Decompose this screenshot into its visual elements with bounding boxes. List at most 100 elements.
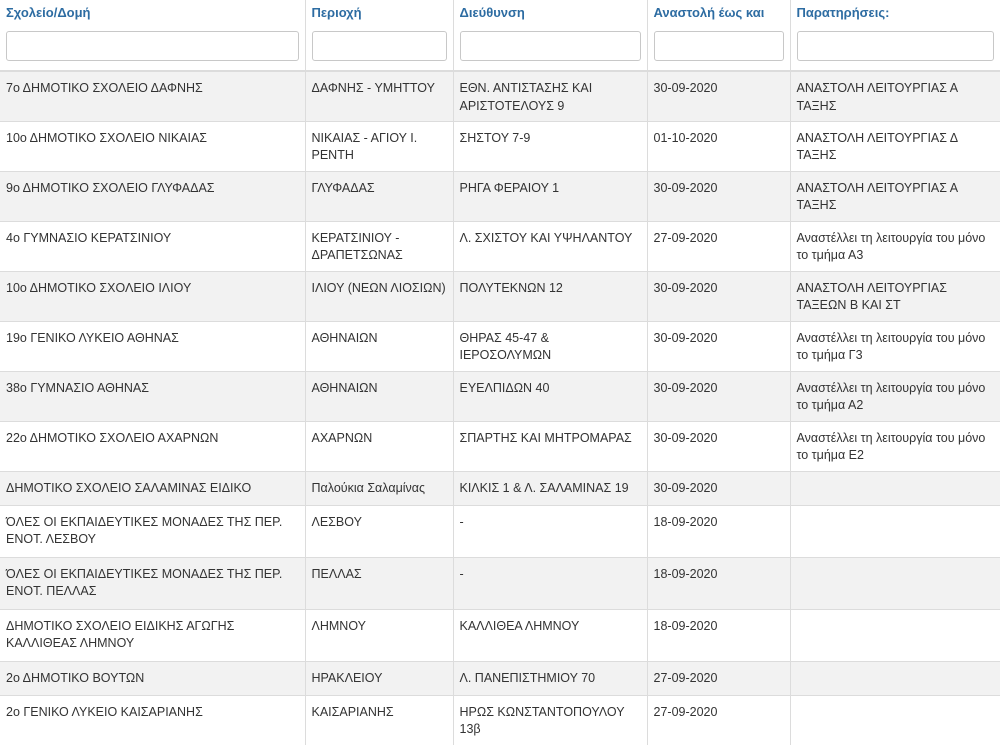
cell-notes: ΑΝΑΣΤΟΛΗ ΛΕΙΤΟΥΡΓΙΑΣ Δ ΤΑΞΗΣ	[789, 120, 1000, 171]
cell-suspended-until: 01-10-2020	[646, 120, 790, 171]
table-row: 2ο ΓΕΝΙΚΟ ΛΥΚΕΙΟ ΚΑΙΣΑΡΙΑΝΗΣ ΚΑΙΣΑΡΙΑΝΗΣ…	[0, 694, 1000, 745]
column-header-notes[interactable]: Παρατηρήσεις:	[789, 0, 1000, 24]
filter-input-suspended-until[interactable]	[653, 31, 784, 61]
cell-address: Λ. ΣΧΙΣΤΟΥ ΚΑΙ ΥΨΗΛΑΝΤΟΥ	[452, 220, 647, 271]
cell-school: 22ο ΔΗΜΟΤΙΚΟ ΣΧΟΛΕΙΟ ΑΧΑΡΝΩΝ	[0, 420, 305, 471]
cell-address: ΣΠΑΡΤΗΣ ΚΑΙ ΜΗΤΡΟΜΑΡΑΣ	[452, 420, 647, 471]
filter-cell-area	[304, 24, 453, 72]
cell-notes: Αναστέλλει τη λειτουργία του μόνο το τμή…	[789, 220, 1000, 271]
cell-area: ΑΘΗΝΑΙΩΝ	[304, 370, 453, 421]
cell-notes	[789, 608, 1000, 661]
table-row: 10ο ΔΗΜΟΤΙΚΟ ΣΧΟΛΕΙΟ ΙΛΙΟΥ ΙΛΙΟΥ (ΝΕΩΝ Λ…	[0, 270, 1000, 321]
filter-input-address[interactable]	[459, 31, 641, 61]
cell-suspended-until: 30-09-2020	[646, 320, 790, 371]
cell-school: ΔΗΜΟΤΙΚΟ ΣΧΟΛΕΙΟ ΣΑΛΑΜΙΝΑΣ ΕΙΔΙΚΟ	[0, 470, 305, 505]
cell-notes: Αναστέλλει τη λειτουργία του μόνο το τμή…	[789, 420, 1000, 471]
table-row: 19ο ΓΕΝΙΚΟ ΛΥΚΕΙΟ ΑΘΗΝΑΣ ΑΘΗΝΑΙΩΝ ΘΗΡΑΣ …	[0, 320, 1000, 371]
cell-notes	[789, 470, 1000, 505]
cell-address: Λ. ΠΑΝΕΠΙΣΤΗΜΙΟΥ 70	[452, 660, 647, 695]
cell-suspended-until: 27-09-2020	[646, 660, 790, 695]
cell-school: 19ο ΓΕΝΙΚΟ ΛΥΚΕΙΟ ΑΘΗΝΑΣ	[0, 320, 305, 371]
cell-school: 2ο ΔΗΜΟΤΙΚΟ ΒΟΥΤΩΝ	[0, 660, 305, 695]
table-row: 4ο ΓΥΜΝΑΣΙΟ ΚΕΡΑΤΣΙΝΙΟΥ ΚΕΡΑΤΣΙΝΙΟΥ - ΔΡ…	[0, 220, 1000, 271]
cell-suspended-until: 27-09-2020	[646, 220, 790, 271]
cell-notes: Αναστέλλει τη λειτουργία του μόνο το τμή…	[789, 370, 1000, 421]
filter-cell-address	[452, 24, 647, 72]
cell-notes: ΑΝΑΣΤΟΛΗ ΛΕΙΤΟΥΡΓΙΑΣ Α ΤΑΞΗΣ	[789, 70, 1000, 121]
cell-suspended-until: 30-09-2020	[646, 70, 790, 121]
column-header-school[interactable]: Σχολείο/Δομή	[0, 0, 305, 24]
cell-school: ΌΛΕΣ ΟΙ ΕΚΠΑΙΔΕΥΤΙΚΕΣ ΜΟΝΑΔΕΣ ΤΗΣ ΠΕΡ. Ε…	[0, 504, 305, 557]
cell-address: ΡΗΓΑ ΦΕΡΑΙΟΥ 1	[452, 170, 647, 221]
column-header-area[interactable]: Περιοχή	[304, 0, 453, 24]
filter-input-notes[interactable]	[796, 31, 994, 61]
cell-suspended-until: 18-09-2020	[646, 556, 790, 609]
filter-cell-suspended-until	[646, 24, 790, 72]
cell-area: ΗΡΑΚΛΕΙΟΥ	[304, 660, 453, 695]
table-row: 22ο ΔΗΜΟΤΙΚΟ ΣΧΟΛΕΙΟ ΑΧΑΡΝΩΝ ΑΧΑΡΝΩΝ ΣΠΑ…	[0, 420, 1000, 471]
cell-notes	[789, 694, 1000, 745]
cell-address: -	[452, 556, 647, 609]
table-row: 38ο ΓΥΜΝΑΣΙΟ ΑΘΗΝΑΣ ΑΘΗΝΑΙΩΝ ΕΥΕΛΠΙΔΩΝ 4…	[0, 370, 1000, 421]
cell-school: 10ο ΔΗΜΟΤΙΚΟ ΣΧΟΛΕΙΟ ΙΛΙΟΥ	[0, 270, 305, 321]
filter-row	[0, 24, 1000, 72]
cell-area: ΓΛΥΦΑΔΑΣ	[304, 170, 453, 221]
cell-address: ΚΙΛΚΙΣ 1 & Λ. ΣΑΛΑΜΙΝΑΣ 19	[452, 470, 647, 505]
cell-area: ΚΕΡΑΤΣΙΝΙΟΥ - ΔΡΑΠΕΤΣΩΝΑΣ	[304, 220, 453, 271]
cell-area: ΙΛΙΟΥ (ΝΕΩΝ ΛΙΟΣΙΩΝ)	[304, 270, 453, 321]
cell-notes: ΑΝΑΣΤΟΛΗ ΛΕΙΤΟΥΡΓΙΑΣ Α ΤΑΞΗΣ	[789, 170, 1000, 221]
cell-area: ΚΑΙΣΑΡΙΑΝΗΣ	[304, 694, 453, 745]
cell-area: ΔΑΦΝΗΣ - ΥΜΗΤΤΟΥ	[304, 70, 453, 121]
cell-notes	[789, 556, 1000, 609]
cell-school: 4ο ΓΥΜΝΑΣΙΟ ΚΕΡΑΤΣΙΝΙΟΥ	[0, 220, 305, 271]
cell-address: ΕΥΕΛΠΙΔΩΝ 40	[452, 370, 647, 421]
table-row: ΔΗΜΟΤΙΚΟ ΣΧΟΛΕΙΟ ΣΑΛΑΜΙΝΑΣ ΕΙΔΙΚΟ Παλούκ…	[0, 470, 1000, 505]
cell-area: ΠΕΛΛΑΣ	[304, 556, 453, 609]
cell-address: ΚΑΛΛΙΘΕΑ ΛΗΜΝΟΥ	[452, 608, 647, 661]
cell-school: 10ο ΔΗΜΟΤΙΚΟ ΣΧΟΛΕΙΟ ΝΙΚΑΙΑΣ	[0, 120, 305, 171]
cell-address: ΣΗΣΤΟΥ 7-9	[452, 120, 647, 171]
cell-notes	[789, 660, 1000, 695]
cell-address: ΗΡΩΣ ΚΩΝΣΤΑΝΤΟΠΟΥΛΟΥ 13β	[452, 694, 647, 745]
filter-cell-notes	[789, 24, 1000, 72]
cell-address: ΠΟΛΥΤΕΚΝΩΝ 12	[452, 270, 647, 321]
table-row: 9ο ΔΗΜΟΤΙΚΟ ΣΧΟΛΕΙΟ ΓΛΥΦΑΔΑΣ ΓΛΥΦΑΔΑΣ ΡΗ…	[0, 170, 1000, 221]
cell-suspended-until: 30-09-2020	[646, 470, 790, 505]
table-row: 2ο ΔΗΜΟΤΙΚΟ ΒΟΥΤΩΝ ΗΡΑΚΛΕΙΟΥ Λ. ΠΑΝΕΠΙΣΤ…	[0, 660, 1000, 695]
cell-school: ΌΛΕΣ ΟΙ ΕΚΠΑΙΔΕΥΤΙΚΕΣ ΜΟΝΑΔΕΣ ΤΗΣ ΠΕΡ. Ε…	[0, 556, 305, 609]
cell-school: 38ο ΓΥΜΝΑΣΙΟ ΑΘΗΝΑΣ	[0, 370, 305, 421]
cell-notes: ΑΝΑΣΤΟΛΗ ΛΕΙΤΟΥΡΓΙΑΣ ΤΑΞΕΩΝ Β ΚΑΙ ΣΤ	[789, 270, 1000, 321]
cell-school: 9ο ΔΗΜΟΤΙΚΟ ΣΧΟΛΕΙΟ ΓΛΥΦΑΔΑΣ	[0, 170, 305, 221]
header-row: Σχολείο/Δομή Περιοχή Διεύθυνση Αναστολή …	[0, 0, 1000, 24]
cell-notes	[789, 504, 1000, 557]
cell-area: ΑΘΗΝΑΙΩΝ	[304, 320, 453, 371]
cell-suspended-until: 30-09-2020	[646, 420, 790, 471]
column-header-address[interactable]: Διεύθυνση	[452, 0, 647, 24]
cell-address: ΘΗΡΑΣ 45-47 & ΙΕΡΟΣΟΛΥΜΩΝ	[452, 320, 647, 371]
cell-area: Παλούκια Σαλαμίνας	[304, 470, 453, 505]
cell-school: ΔΗΜΟΤΙΚΟ ΣΧΟΛΕΙΟ ΕΙΔΙΚΗΣ ΑΓΩΓΗΣ ΚΑΛΛΙΘΕΑ…	[0, 608, 305, 661]
cell-address: ΕΘΝ. ΑΝΤΙΣΤΑΣΗΣ ΚΑΙ ΑΡΙΣΤΟΤΕΛΟΥΣ 9	[452, 70, 647, 121]
table-row: 10ο ΔΗΜΟΤΙΚΟ ΣΧΟΛΕΙΟ ΝΙΚΑΙΑΣ ΝΙΚΑΙΑΣ - Α…	[0, 120, 1000, 171]
cell-notes: Αναστέλλει τη λειτουργία του μόνο το τμή…	[789, 320, 1000, 371]
table-row: ΌΛΕΣ ΟΙ ΕΚΠΑΙΔΕΥΤΙΚΕΣ ΜΟΝΑΔΕΣ ΤΗΣ ΠΕΡ. Ε…	[0, 504, 1000, 557]
cell-suspended-until: 30-09-2020	[646, 370, 790, 421]
cell-address: -	[452, 504, 647, 557]
cell-area: ΛΗΜΝΟΥ	[304, 608, 453, 661]
filter-input-school[interactable]	[6, 31, 299, 61]
cell-area: ΑΧΑΡΝΩΝ	[304, 420, 453, 471]
cell-suspended-until: 27-09-2020	[646, 694, 790, 745]
cell-school: 7ο ΔΗΜΟΤΙΚΟ ΣΧΟΛΕΙΟ ΔΑΦΝΗΣ	[0, 70, 305, 121]
table-row: 7ο ΔΗΜΟΤΙΚΟ ΣΧΟΛΕΙΟ ΔΑΦΝΗΣ ΔΑΦΝΗΣ - ΥΜΗΤ…	[0, 70, 1000, 121]
cell-area: ΝΙΚΑΙΑΣ - ΑΓΙΟΥ Ι. ΡΕΝΤΗ	[304, 120, 453, 171]
cell-school: 2ο ΓΕΝΙΚΟ ΛΥΚΕΙΟ ΚΑΙΣΑΡΙΑΝΗΣ	[0, 694, 305, 745]
table-row: ΌΛΕΣ ΟΙ ΕΚΠΑΙΔΕΥΤΙΚΕΣ ΜΟΝΑΔΕΣ ΤΗΣ ΠΕΡ. Ε…	[0, 556, 1000, 609]
table-row: ΔΗΜΟΤΙΚΟ ΣΧΟΛΕΙΟ ΕΙΔΙΚΗΣ ΑΓΩΓΗΣ ΚΑΛΛΙΘΕΑ…	[0, 608, 1000, 661]
filter-input-area[interactable]	[311, 31, 447, 61]
cell-area: ΛΕΣΒΟΥ	[304, 504, 453, 557]
cell-suspended-until: 30-09-2020	[646, 270, 790, 321]
filter-cell-school	[0, 24, 305, 72]
column-header-suspended-until[interactable]: Αναστολή έως και	[646, 0, 790, 24]
cell-suspended-until: 18-09-2020	[646, 608, 790, 661]
